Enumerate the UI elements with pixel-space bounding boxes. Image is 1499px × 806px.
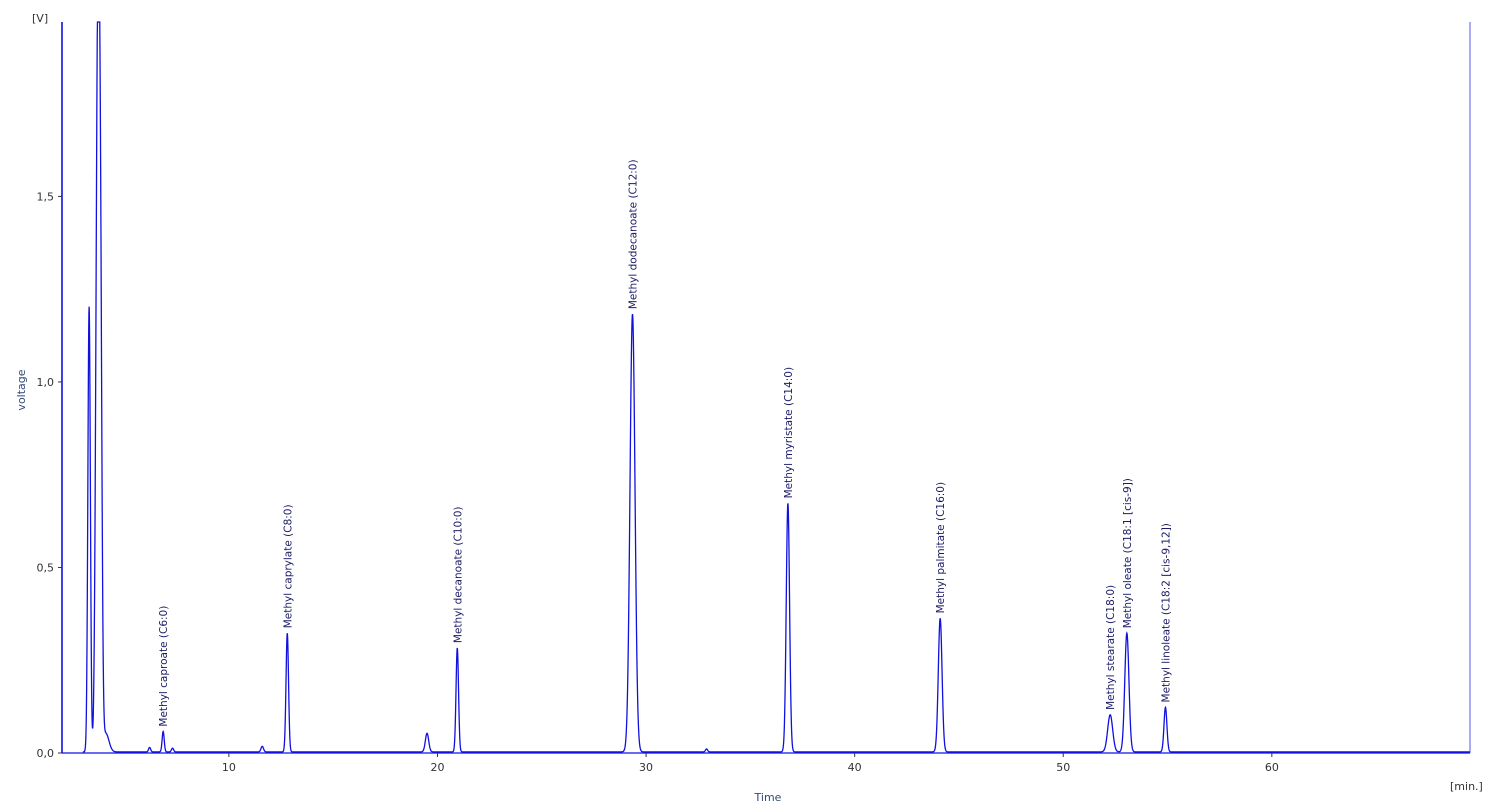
x-tick-label: 40 xyxy=(848,761,862,774)
peak-label: Methyl caproate (C6:0) xyxy=(158,606,170,727)
x-axis-title: Time xyxy=(754,791,782,804)
peak-label: Methyl oleate (C18:1 [cis-9]) xyxy=(1122,478,1134,628)
peak-label: Methyl dodecanoate (C12:0) xyxy=(628,159,640,309)
y-axis-title: voltage xyxy=(15,369,28,410)
x-tick-label: 10 xyxy=(222,761,236,774)
y-tick-label: 0,5 xyxy=(37,561,55,574)
peak-labels: Methyl caproate (C6:0) Methyl caprylate (… xyxy=(158,159,1172,726)
peak-label: Methyl stearate (C18:0) xyxy=(1105,585,1117,710)
peak-label: Methyl palmitate (C16:0) xyxy=(935,482,947,614)
x-tick-label: 50 xyxy=(1056,761,1070,774)
peak-label: Methyl myristate (C14:0) xyxy=(783,367,795,498)
y-axis-ticks: 0,0 0,5 1,0 1,5 xyxy=(37,190,62,760)
y-tick-label: 1,5 xyxy=(37,190,55,203)
axes xyxy=(61,22,1471,754)
x-unit-label: [min.] xyxy=(1450,780,1483,793)
x-tick-label: 60 xyxy=(1265,761,1279,774)
y-tick-label: 0,0 xyxy=(37,747,55,760)
peak-label: Methyl linoleate (C18:2 [cis-9,12]) xyxy=(1160,523,1172,702)
y-tick-label: 1,0 xyxy=(37,376,55,389)
x-tick-label: 30 xyxy=(639,761,653,774)
peak-label: Methyl caprylate (C8:0) xyxy=(282,504,294,628)
y-unit-label: [V] xyxy=(32,12,48,25)
peak-label: Methyl decanoate (C10:0) xyxy=(452,506,464,643)
x-axis-ticks: 10 20 30 40 50 60 xyxy=(222,753,1279,774)
chromatogram-trace xyxy=(82,21,1470,753)
x-tick-label: 20 xyxy=(430,761,444,774)
